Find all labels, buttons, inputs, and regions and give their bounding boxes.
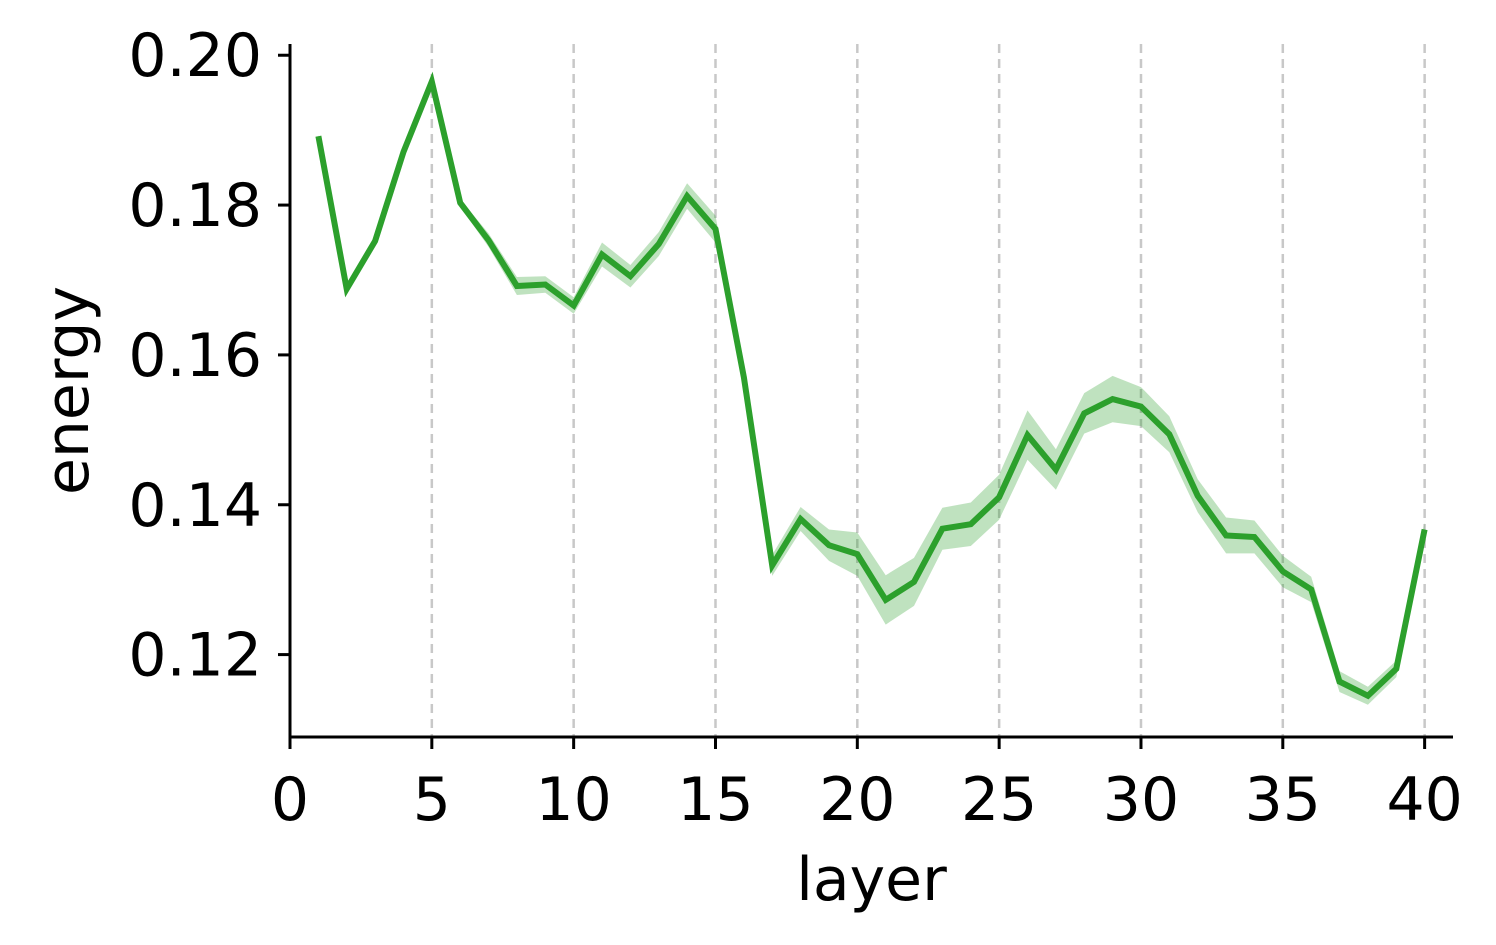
y-axis-label: energy [33, 286, 103, 495]
x-tick-label: 40 [1386, 765, 1462, 835]
series-line-layer [315, 71, 1428, 700]
x-tick-label: 30 [1103, 765, 1179, 835]
x-tick-label: 0 [271, 765, 309, 835]
x-tick-label: 25 [961, 765, 1037, 835]
x-tick-label: 10 [535, 765, 611, 835]
x-tick-label: 20 [819, 765, 895, 835]
x-tick-label: 15 [677, 765, 753, 835]
confidence-band-layer [318, 79, 1425, 705]
y-tick-label: 0.18 [128, 171, 262, 241]
grid-lines [430, 44, 1426, 737]
confidence-band [318, 79, 1425, 705]
y-tick-label: 0.16 [128, 321, 262, 391]
tick-labels: 0 5 10 15 20 25 30 35 40 0.12 0.14 0.16 0.18 0.20 [128, 21, 1462, 835]
y-tick-label: 0.14 [128, 471, 262, 541]
x-tick-label: 35 [1245, 765, 1321, 835]
y-tick-label: 0.20 [128, 21, 262, 91]
y-tick-label: 0.12 [128, 621, 262, 691]
x-axis-label: layer [796, 845, 947, 915]
series-line [315, 71, 1428, 700]
axes [278, 44, 1453, 749]
x-tick-label: 5 [413, 765, 451, 835]
